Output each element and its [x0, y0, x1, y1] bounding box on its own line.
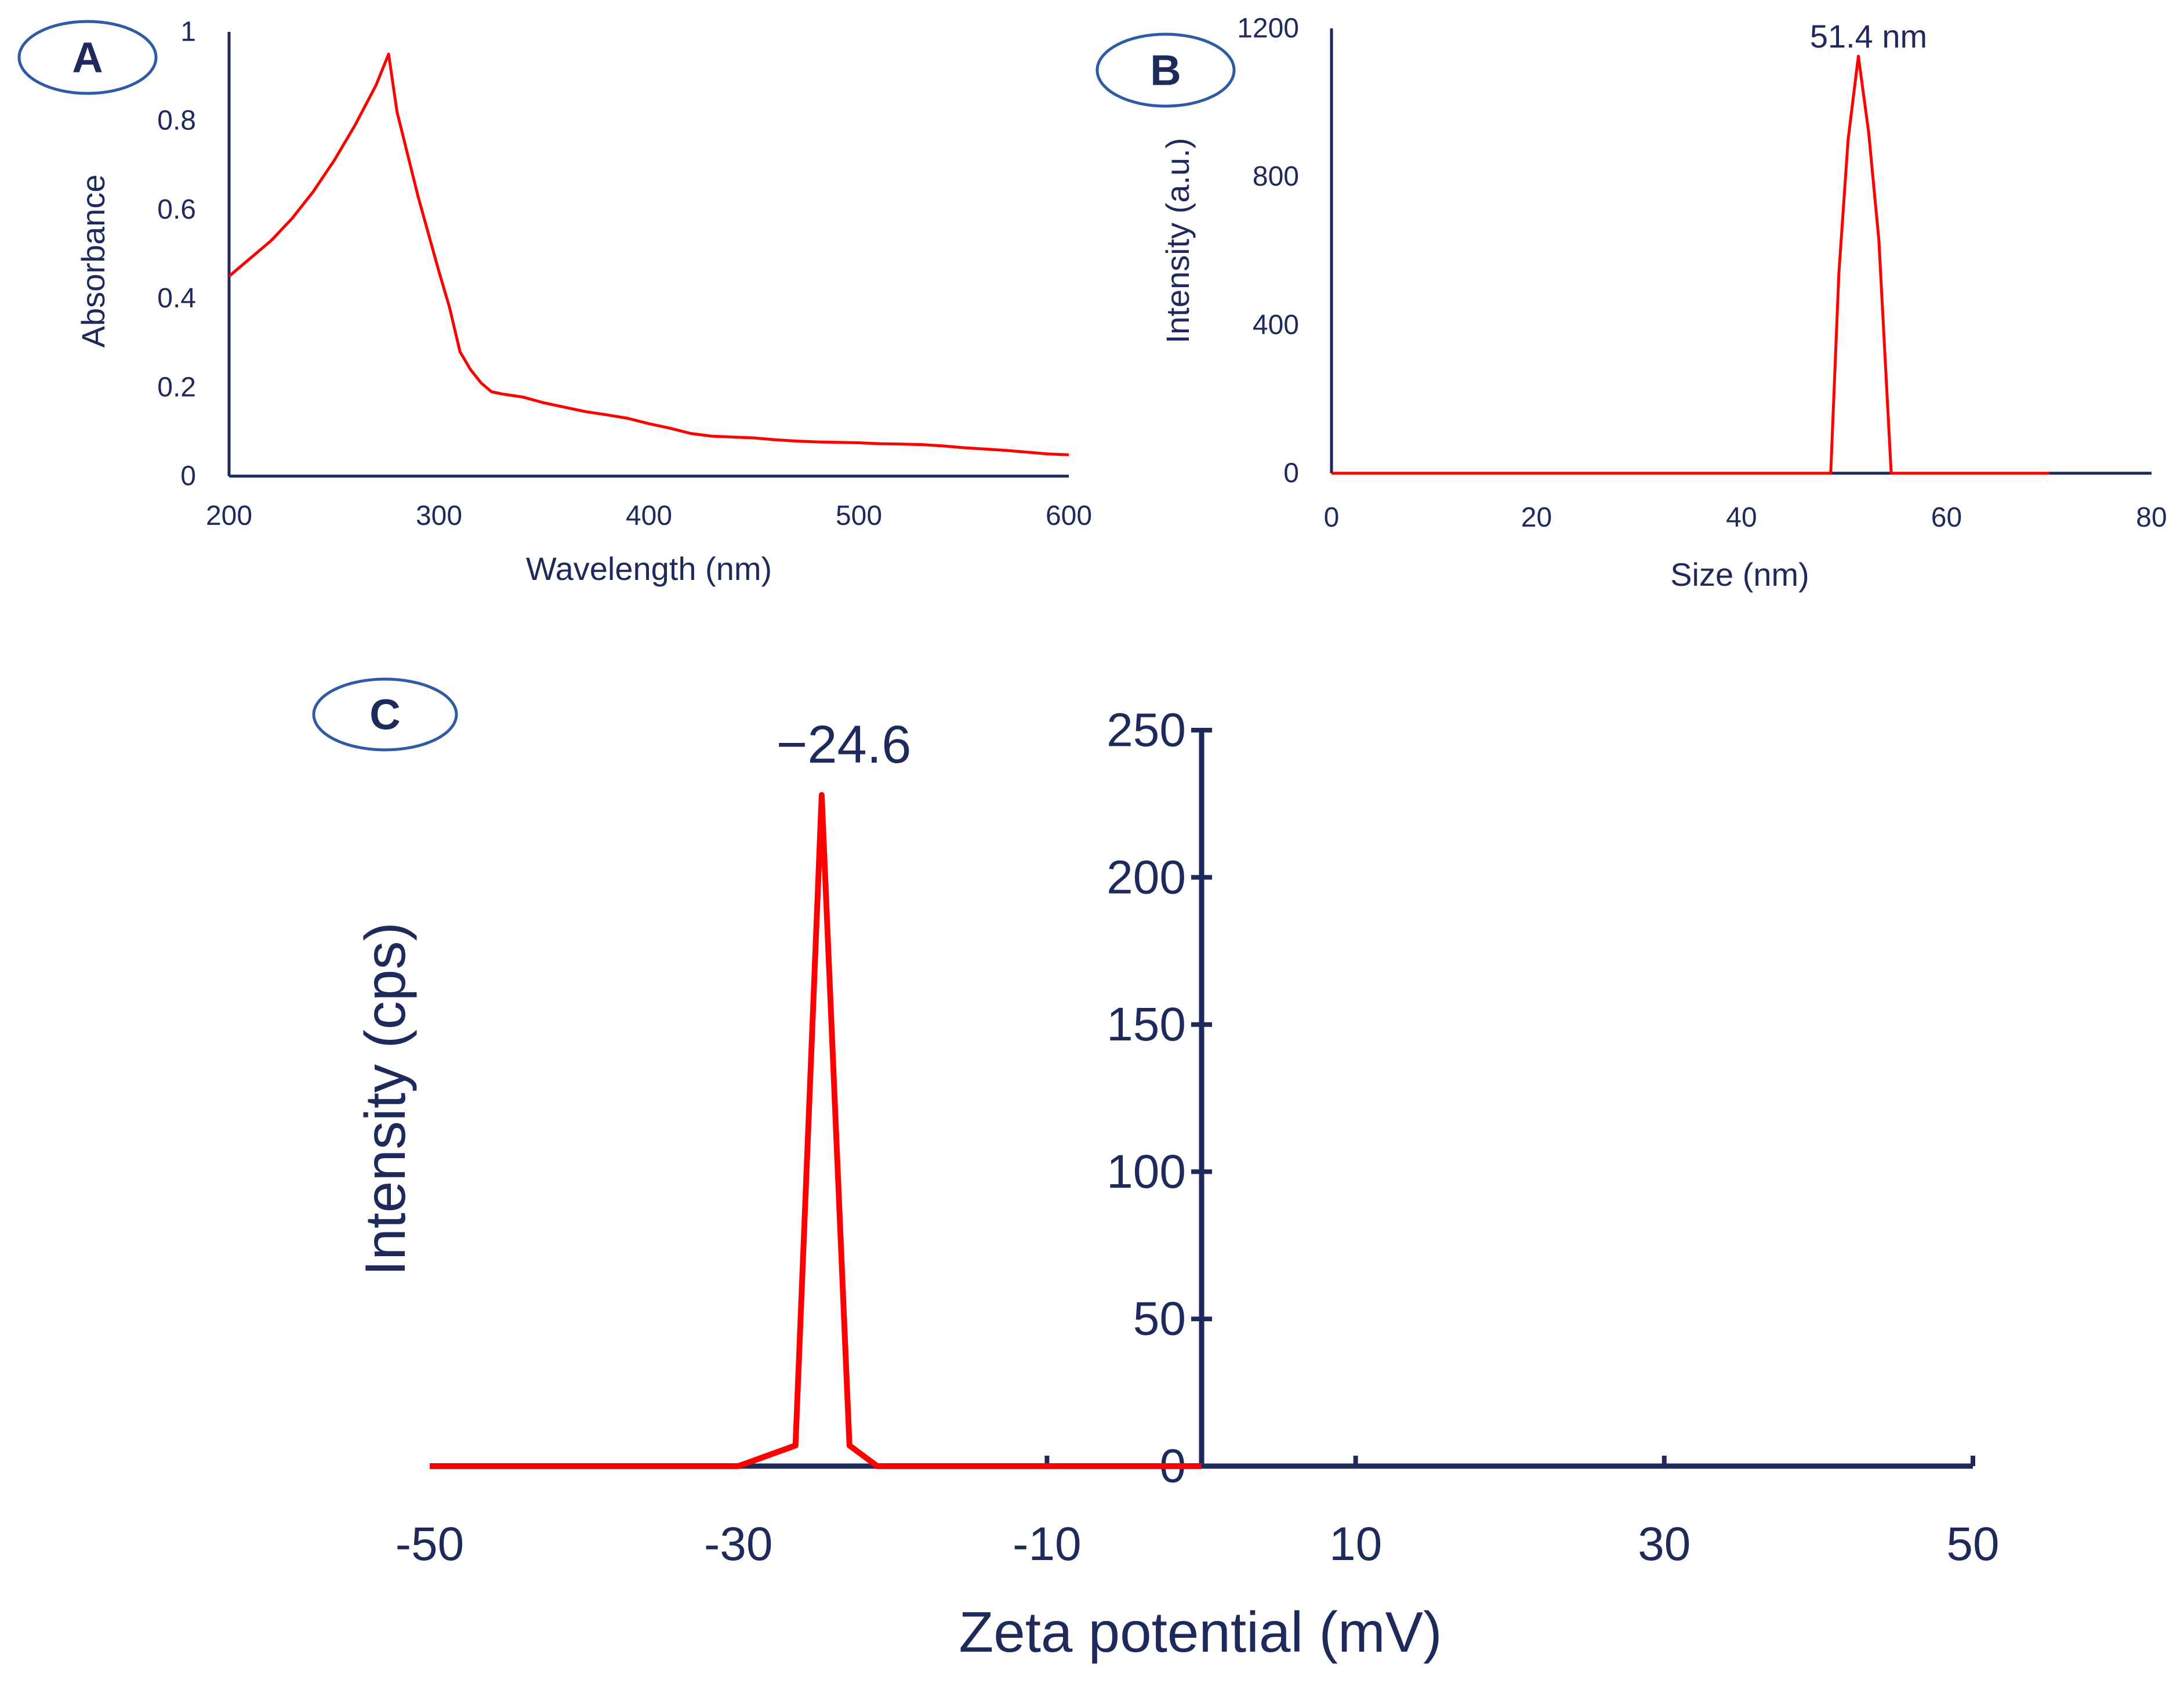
panel-c-x-tick-label: 30	[1638, 1518, 1690, 1570]
panel-a-y-tick-label: 0.8	[157, 106, 196, 136]
panel-b-y-tick-label: 800	[1253, 161, 1299, 192]
panel-a-absorbance-line	[228, 52, 1069, 456]
panel-c-badge	[312, 677, 458, 752]
panel-b-badge	[1095, 32, 1236, 108]
panel-a-y-tick-label: 0.2	[157, 372, 196, 402]
panel-b-intensity-line	[1332, 55, 2049, 475]
panel-c-y-tick-label: 50	[1133, 1293, 1186, 1345]
panel-a-y-tick-label: 0.4	[157, 283, 196, 314]
panel-a-y-tick-labels: 0 0.2 0.4 0.6 0.8 1	[157, 17, 196, 492]
panel-a-y-tick-label: 0.6	[157, 194, 196, 225]
panel-a-x-tick-label: 200	[206, 500, 252, 531]
panel-b-x-tick-label: 80	[2136, 502, 2167, 533]
panel-b-x-axis-title: Size (nm)	[1670, 556, 1809, 593]
panel-c-y-tick-label: 100	[1106, 1145, 1186, 1198]
panel-b-peak-annotation: 51.4 nm	[1810, 18, 1927, 55]
panel-b-x-tick-label: 40	[1726, 502, 1757, 533]
panel-a-x-tick-labels: 200 300 400 500 600	[206, 500, 1092, 531]
panel-a-badge	[17, 20, 158, 95]
panel-b-y-tick-label: 0	[1283, 458, 1299, 489]
panel-b-x-tick-label: 60	[1931, 502, 1962, 533]
panel-a-x-tick-label: 400	[626, 500, 672, 531]
panel-c-y-axis-title: Intensity (cps)	[353, 922, 417, 1276]
panel-b-y-axis-title: Intensity (a.u.)	[1159, 138, 1196, 344]
panel-b-x-tick-labels: 0 20 40 60 80	[1324, 502, 2167, 533]
panel-b-y-tick-label: 400	[1253, 310, 1299, 340]
panel-c-x-tick-label: 50	[1946, 1518, 1999, 1570]
panel-a-y-tick-label: 1	[180, 17, 196, 48]
panel-c-y-tick-label: 200	[1106, 851, 1186, 904]
panel-c-x-tick-label: -30	[704, 1518, 773, 1570]
panel-c-badge-label: C	[369, 691, 400, 739]
panel-c-y-tick-label: 250	[1106, 704, 1186, 757]
panel-c-x-tick-label: -50	[396, 1518, 465, 1570]
panel-a-x-tick-label: 500	[836, 500, 882, 531]
panel-c-x-tick-labels: -50 -30 -10 10 30 50	[396, 1456, 2000, 1570]
panel-c-peak-annotation: −24.6	[777, 715, 912, 774]
panel-c-intensity-line	[430, 792, 1202, 1469]
panel-b-x-tick-label: 0	[1324, 502, 1340, 533]
panel-c-x-tick-label: -10	[1013, 1518, 1082, 1570]
panel-c-x-axis-title: Zeta potential (mV)	[959, 1600, 1442, 1664]
panel-c-x-tick-label: 10	[1329, 1518, 1382, 1570]
panel-a-badge-label: A	[72, 34, 103, 82]
panel-a-chart: A 200 300 400 500 600 0 0.2 0.4 0.6 0.8 1 Wavelen…	[17, 17, 1092, 587]
panel-b-y-tick-label: 1200	[1237, 13, 1299, 44]
panel-b-chart: B 0 20 40 60 80 0 400 800 1200 51.4 nm Size (nm…	[1095, 13, 2167, 593]
panel-a-x-axis-title: Wavelength (nm)	[526, 550, 772, 587]
panel-a-x-tick-label: 600	[1046, 500, 1092, 531]
panel-a-y-tick-label: 0	[180, 461, 196, 492]
panel-a-y-axis-title: Absorbance	[75, 175, 111, 348]
panel-b-badge-label: B	[1150, 46, 1181, 95]
panel-c-y-tick-label: 150	[1106, 998, 1186, 1051]
panel-a-x-tick-label: 300	[416, 500, 462, 531]
panel-b-x-tick-label: 20	[1521, 502, 1552, 533]
panel-b-y-tick-labels: 0 400 800 1200	[1237, 13, 1299, 489]
